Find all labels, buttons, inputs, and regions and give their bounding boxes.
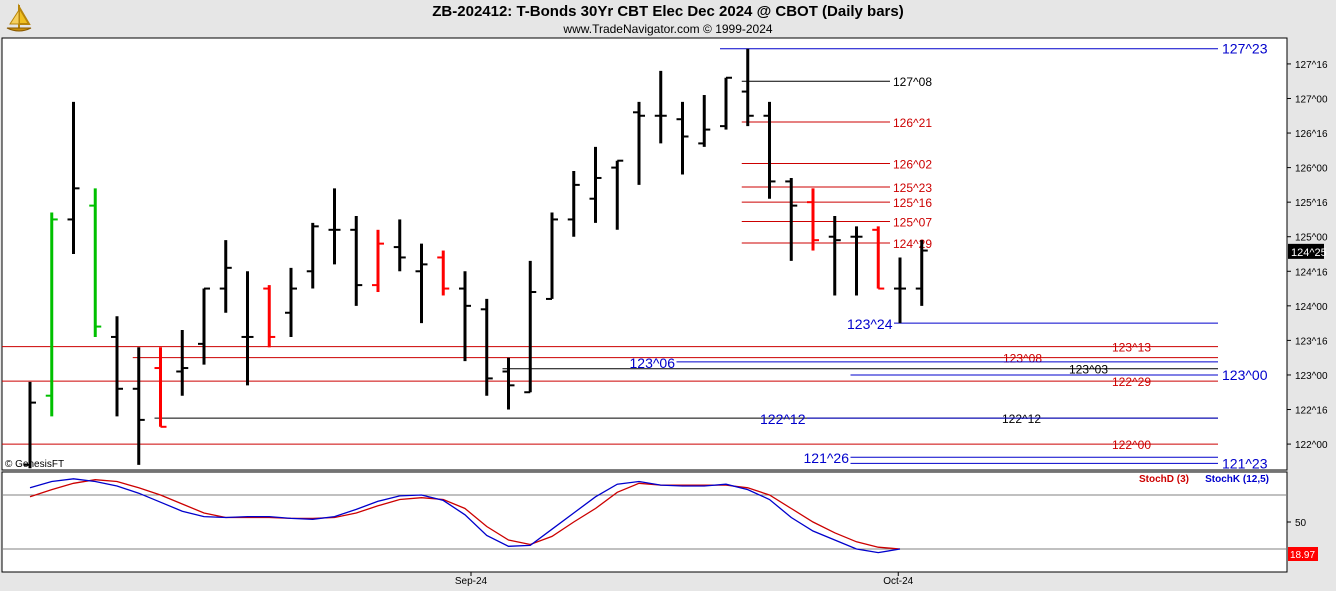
stochastic-line-red [29,479,901,550]
price-level-label: 122^00 [1112,438,1151,452]
x-axis-label: Oct-24 [883,576,913,587]
price-panel [1,37,1288,471]
chart-header: ZB-202412: T-Bonds 30Yr CBT Elec Dec 202… [0,0,1336,38]
stochastic-y-tick-label: 50 [1295,518,1307,529]
y-axis-tick-label: 122^16 [1295,406,1328,417]
price-level-label: 121^23 [1222,455,1268,471]
stochastic-line-blue [29,478,901,554]
price-level-label: 123^13 [1112,341,1151,355]
y-axis-tick-label: 127^00 [1295,94,1328,105]
price-level-label: 126^21 [893,116,932,130]
price-level-label: 127^23 [1222,41,1268,57]
price-level-label: 123^03 [1069,363,1108,377]
price-level-label: 125^07 [893,216,932,230]
y-axis-tick-label: 123^16 [1295,336,1328,347]
stochastic-panel [1,471,1288,573]
price-level-label: 123^00 [1222,367,1268,383]
y-axis-tick-label: 125^16 [1295,198,1328,209]
watermark-text: © GenesisFT [5,459,64,470]
price-level-label: 122^12 [760,411,806,427]
price-level-label: 122^29 [1112,375,1151,389]
price-level-label: 123^24 [847,316,893,332]
legend-stoch-k: StochK (12,5) [1205,474,1269,485]
price-level-label: 121^26 [804,450,850,466]
sailboat-logo-icon[interactable] [4,2,34,34]
price-level-label: 126^02 [893,157,932,171]
y-axis-tick-label: 126^00 [1295,164,1328,175]
y-axis-tick-label: 126^16 [1295,129,1328,140]
price-level-label: 125^23 [893,181,932,195]
price-level-label: 122^12 [1002,412,1041,426]
y-axis-tick-label: 127^16 [1295,60,1328,71]
y-axis-tick-label: 125^00 [1295,233,1328,244]
chart-title: ZB-202412: T-Bonds 30Yr CBT Elec Dec 202… [432,3,904,20]
stochastic-last-value-box [1288,547,1318,561]
x-axis-label: Sep-24 [455,576,488,587]
last-price-box [1288,243,1324,259]
legend-stoch-d: StochD (3) [1139,474,1189,485]
price-level-label: 124^29 [893,237,932,251]
price-level-label: 125^16 [893,196,932,210]
price-level-label: 127^08 [893,75,932,89]
last-price-label: 124^25 [1291,247,1327,259]
price-level-label: 123^08 [1003,352,1042,366]
price-level-label: 123^06 [630,355,676,371]
stochastic-last-value: 18.97 [1290,550,1315,561]
chart-subtitle: www.TradeNavigator.com © 1999-2024 [563,22,773,36]
y-axis-tick-label: 123^00 [1295,371,1328,382]
y-axis-tick-label: 122^00 [1295,440,1328,451]
y-axis-tick-label: 124^00 [1295,302,1328,313]
y-axis-tick-label: 124^16 [1295,267,1328,278]
